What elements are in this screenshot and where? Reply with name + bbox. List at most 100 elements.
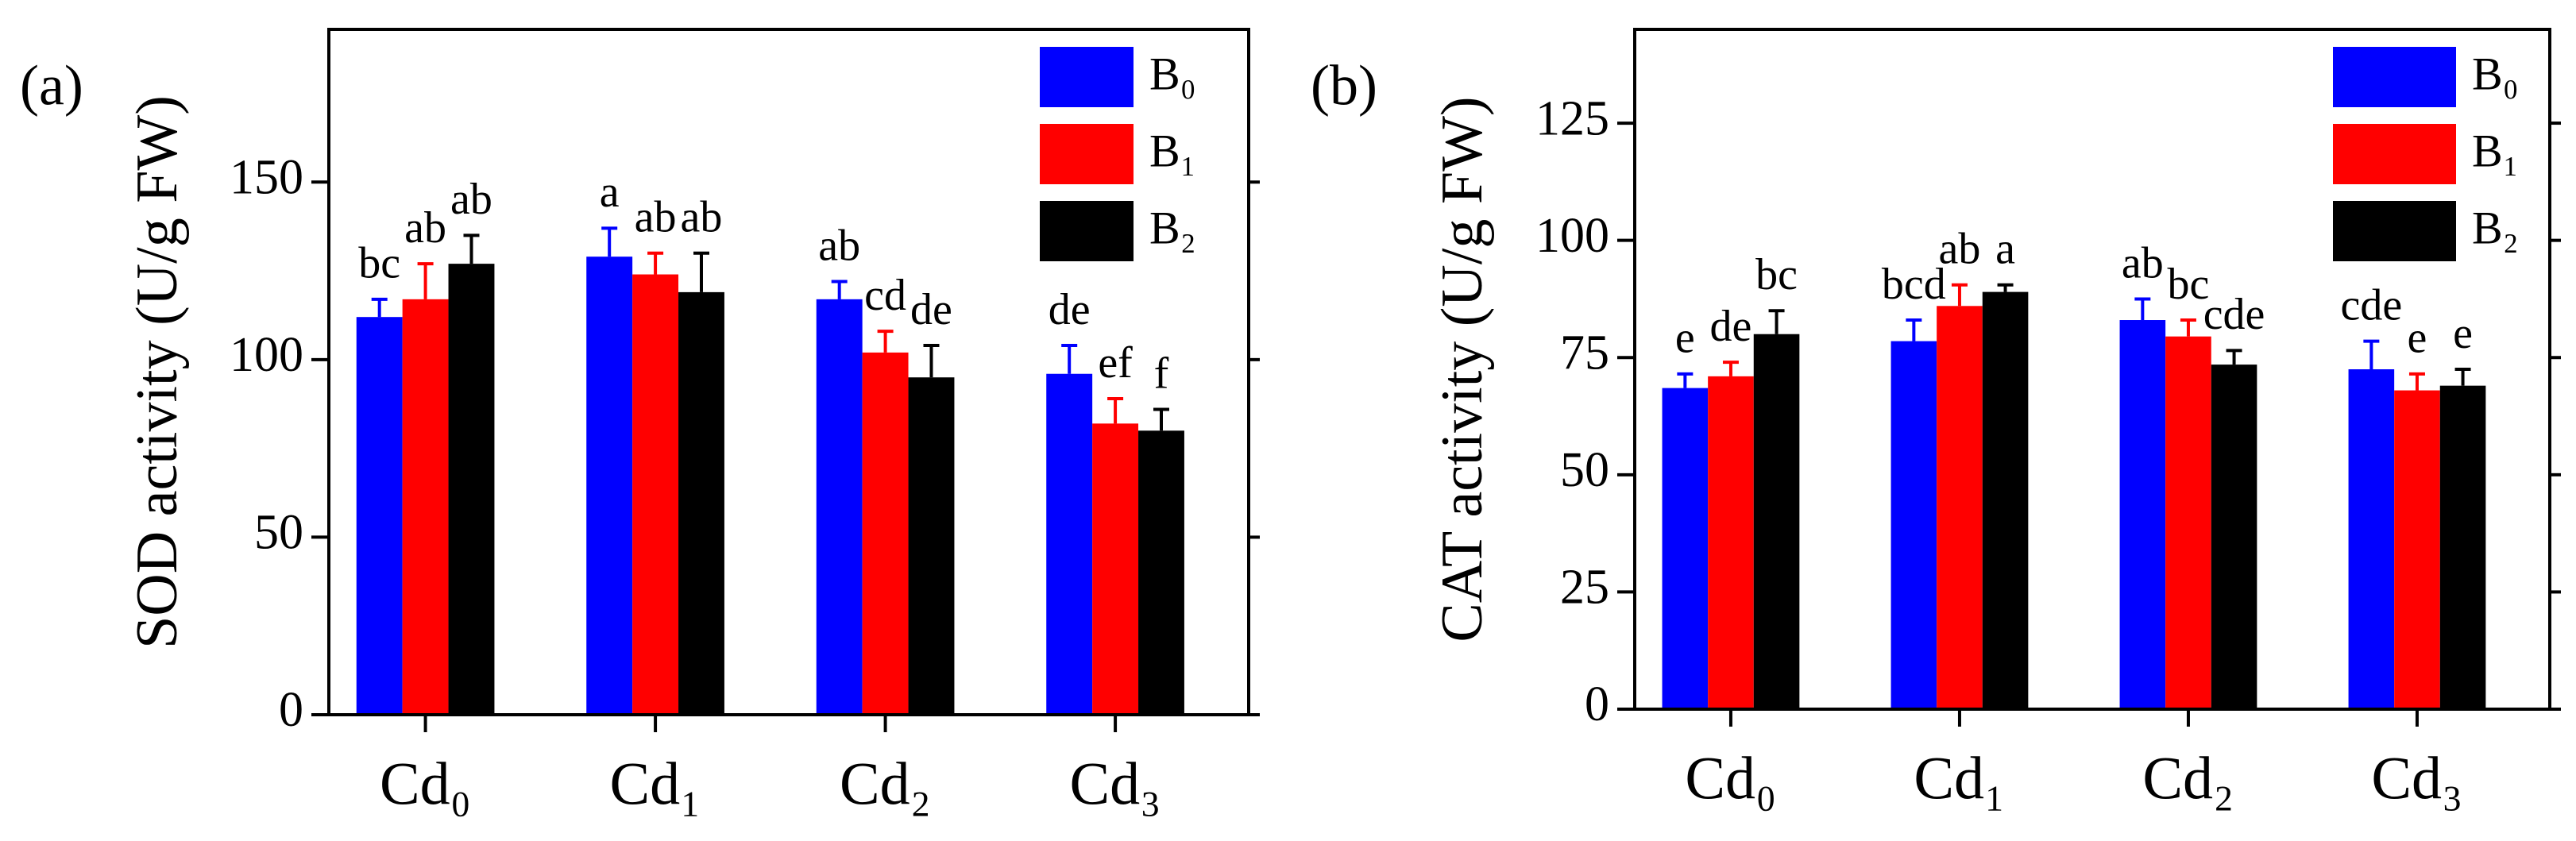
significance-letter: e [2453, 309, 2473, 358]
y-tick-label: 0 [279, 683, 303, 737]
y-axis-label: SOD activity (U/g FW) [125, 95, 190, 649]
x-tick-label: Cd₁ [609, 750, 701, 817]
bar [2439, 385, 2486, 709]
bar [1753, 334, 1800, 709]
error-bar [601, 226, 618, 257]
bar [908, 377, 955, 715]
legend-label: B₂ [1149, 202, 1196, 253]
error-bar [1722, 361, 1739, 376]
error-bar [923, 343, 940, 378]
significance-letter: ab [681, 193, 723, 242]
x-tick-label: Cd₀ [380, 750, 471, 817]
significance-letter: cde [2203, 290, 2265, 339]
legend-swatch [2333, 47, 2456, 107]
significance-letter: e [2408, 314, 2427, 363]
error-bar [371, 297, 388, 318]
significance-letter: a [600, 168, 620, 217]
bar [1937, 306, 1983, 709]
bar [1138, 430, 1184, 715]
significance-letter: cde [2341, 280, 2403, 330]
error-bar [1951, 283, 1968, 307]
y-tick-label: 75 [1560, 326, 1609, 380]
bar [402, 299, 449, 715]
error-bar [2454, 368, 2471, 386]
significance-letter: ef [1098, 338, 1133, 388]
significance-letter: ab [818, 221, 860, 270]
y-tick-label: 50 [1560, 443, 1609, 497]
bar [1890, 341, 1937, 709]
significance-letter: de [1710, 302, 1752, 351]
significance-letter: bc [1755, 250, 1798, 299]
significance-letter: cd [864, 271, 906, 320]
significance-letter: ab [1939, 225, 1981, 274]
bar [356, 317, 403, 715]
x-tick-label: Cd₂ [840, 750, 931, 817]
panel-label: (a) [20, 54, 83, 118]
x-tick-label: Cd₃ [2371, 745, 2462, 812]
bar [2119, 320, 2166, 709]
error-bar [2408, 372, 2425, 391]
error-bar [1153, 407, 1169, 431]
plot-frame [1633, 28, 2551, 711]
y-tick-label: 100 [1535, 209, 1609, 263]
significance-letter: ab [635, 193, 677, 242]
error-bar [831, 280, 848, 299]
significance-letter: de [1049, 285, 1091, 334]
legend-label: B₁ [1149, 125, 1196, 176]
y-tick-label: 125 [1535, 91, 1609, 145]
error-bar [647, 251, 664, 275]
bar [2165, 336, 2211, 709]
legend-swatch [2333, 201, 2456, 261]
plot-frame [327, 28, 1250, 716]
significance-letter: f [1154, 349, 1169, 398]
bar [816, 299, 863, 715]
error-bar [463, 233, 480, 264]
bar [862, 352, 909, 715]
bar [632, 274, 679, 715]
legend-swatch [1040, 124, 1134, 184]
significance-letter: ab [450, 175, 492, 224]
error-bar [1768, 309, 1785, 334]
significance-letter: a [1995, 225, 2015, 274]
y-tick-label: 50 [254, 506, 303, 560]
bar [2211, 365, 2257, 709]
y-tick-label: 0 [1585, 677, 1609, 731]
significance-letter: de [910, 285, 952, 334]
legend-label: B₀ [2472, 48, 2519, 99]
significance-letter: bc [2168, 260, 2210, 309]
error-bar [1061, 343, 1078, 374]
legend-label: B₂ [2472, 202, 2519, 253]
x-tick-label: Cd₀ [1685, 745, 1776, 812]
significance-letter: ab [404, 203, 446, 253]
legend-swatch [1040, 201, 1134, 261]
panel-label: (b) [1311, 54, 1377, 118]
y-axis-label: CAT activity (U/g FW) [1430, 96, 1495, 642]
error-bar [2180, 318, 2196, 337]
legend-label: B₀ [1149, 48, 1196, 99]
error-bar [877, 330, 894, 353]
significance-letter: bc [358, 239, 400, 288]
error-bar [1677, 372, 1694, 388]
y-tick-label: 100 [230, 328, 303, 382]
error-bar [2226, 349, 2242, 365]
error-bar [1997, 283, 2014, 292]
legend-swatch [2333, 124, 2456, 184]
x-tick-label: Cd₁ [1914, 745, 2005, 812]
bar [1982, 291, 2029, 709]
bar [1662, 388, 1709, 709]
x-tick-label: Cd₃ [1069, 750, 1161, 817]
bar [586, 257, 633, 716]
error-bar [2363, 339, 2380, 369]
significance-letter: ab [2122, 238, 2164, 287]
significance-letter: e [1675, 314, 1695, 363]
y-tick-label: 150 [230, 151, 303, 205]
bar [1046, 373, 1093, 715]
error-bar [1107, 397, 1124, 424]
error-bar [693, 251, 709, 292]
bar [2348, 369, 2395, 709]
error-bar [1906, 318, 1922, 341]
bar [2394, 390, 2440, 709]
legend-swatch [1040, 47, 1134, 107]
bar [448, 264, 495, 716]
